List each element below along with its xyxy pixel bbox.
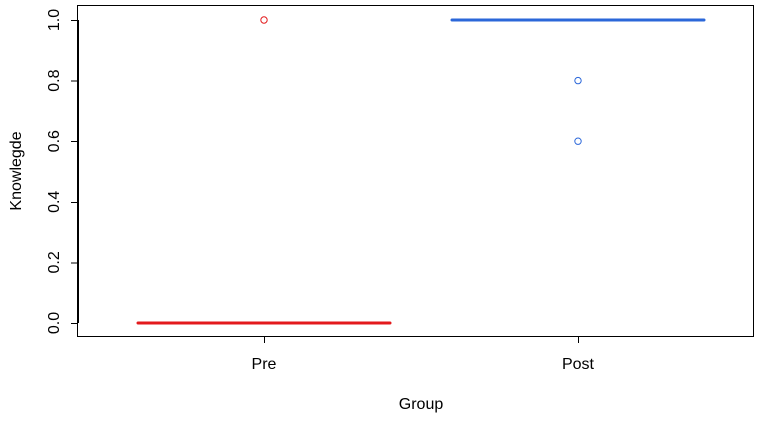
y-tick-label: 0.4 [46,191,63,213]
x-axis-title: Group [399,396,444,413]
y-tick-label: 0.6 [46,130,63,152]
x-axis: Pre Post [252,336,595,373]
outlier-point [574,137,582,145]
outlier-point [574,76,582,85]
y-tick-label: 0.2 [46,251,63,273]
y-tick-label: 0.0 [46,312,63,334]
boxplot-series [136,16,392,325]
outlier-point [260,16,268,24]
x-tick-label: Post [562,356,595,373]
plot-area-border [77,5,754,337]
plot-marks [136,16,706,325]
boxplot-series [450,18,706,145]
y-axis: 0.0 0.2 0.4 0.6 0.8 1.0 [46,9,79,334]
x-tick-label: Pre [252,356,277,373]
y-tick-label: 0.8 [46,69,63,91]
y-tick-label: 1.0 [46,9,63,31]
y-axis-title: Knowlegde [8,131,25,210]
